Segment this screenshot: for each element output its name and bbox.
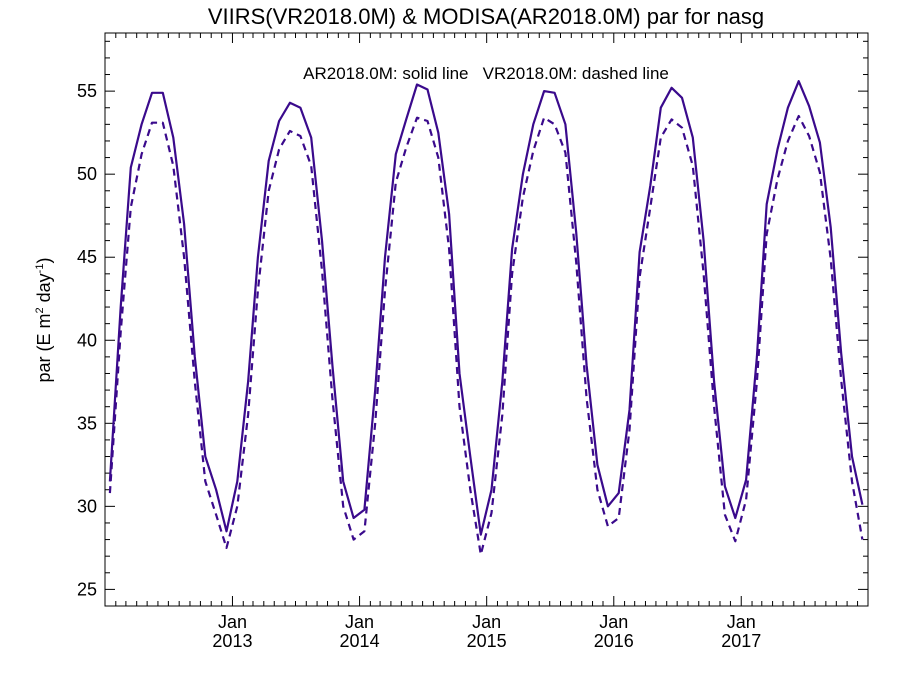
- x-tick-label-month: Jan: [472, 612, 501, 632]
- legend-annotation: AR2018.0M: solid line VR2018.0M: dashed …: [303, 64, 669, 83]
- x-tick-label-year: 2014: [340, 631, 380, 651]
- y-axis-label-end: ): [34, 258, 54, 264]
- x-tick-label-year: 2013: [212, 631, 252, 651]
- y-axis: 25 30 35 40 45 50 55: [77, 40, 868, 607]
- chart-title: VIIRS(VR2018.0M) & MODISA(AR2018.0M) par…: [208, 4, 764, 29]
- x-tick-label-year: 2017: [721, 631, 761, 651]
- x-tick-label-month: Jan: [218, 612, 247, 632]
- y-axis-label-mid: day: [34, 273, 54, 307]
- y-tick-label: 35: [77, 413, 97, 433]
- x-tick-label-month: Jan: [345, 612, 374, 632]
- y-axis-label-main: par (E m: [34, 313, 54, 382]
- x-tick-label-year: 2015: [467, 631, 507, 651]
- y-axis-label-sup2: -1: [34, 264, 46, 274]
- y-tick-label: 40: [77, 330, 97, 350]
- x-tick-label-year: 2016: [594, 631, 634, 651]
- series-line-vr2018-0m: [108, 114, 864, 556]
- y-axis-label: par (E m2 day-1): [34, 258, 54, 383]
- series-line-ar2018-0m: [108, 80, 864, 536]
- x-tick-label-month: Jan: [727, 612, 756, 632]
- y-axis-label-sup1: 2: [34, 307, 46, 313]
- y-tick-label: 30: [77, 496, 97, 516]
- y-tick-label: 55: [77, 81, 97, 101]
- series-layer: [108, 80, 864, 556]
- y-tick-label: 25: [77, 579, 97, 599]
- y-tick-label: 45: [77, 247, 97, 267]
- x-tick-label-month: Jan: [599, 612, 628, 632]
- y-tick-label: 50: [77, 164, 97, 184]
